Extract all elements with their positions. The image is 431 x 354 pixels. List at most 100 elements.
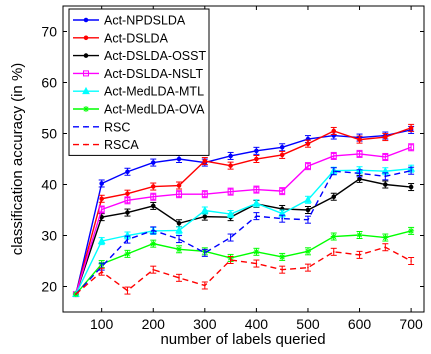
legend-item: Act-NPDSLDA [73,14,186,28]
legend-box [68,8,210,156]
data-point [331,194,337,200]
series-rsc [75,166,415,295]
data-point [175,226,183,234]
series-line [75,127,412,295]
data-point [382,234,389,241]
data-point [408,184,414,190]
data-point [252,199,261,207]
x-tick-label: 600 [348,316,372,332]
data-point [100,265,103,268]
series-line [75,178,412,295]
data-point [176,156,182,162]
legend-item: RSC [73,120,130,134]
data-point [357,176,362,182]
data-point [85,126,87,128]
data-point [97,236,106,245]
y-tick-label: 50 [41,126,57,142]
series-act-dslda-nslt [72,143,415,298]
data-point [201,191,208,198]
data-point [178,277,180,279]
legend-label: Act-MedLDA-MTL [104,85,204,99]
data-point [253,248,260,255]
y-axis-label: classification accuracy (in %) [9,63,26,256]
data-point [150,184,156,189]
data-point [307,266,309,269]
data-point [124,197,131,204]
data-point [228,163,233,168]
data-point [332,251,335,253]
data-point [125,169,130,175]
y-tick-label: 40 [41,177,57,193]
data-point [83,53,89,58]
legend-label: Act-MedLDA-OVA [104,103,205,117]
data-point [281,268,283,271]
data-point [383,134,388,140]
data-point [382,153,389,160]
data-point [150,203,156,209]
data-point [279,188,286,195]
data-point [176,246,183,253]
data-point [279,144,285,150]
legend: Act-NPDSLDA Act-DSLDA Act-DSLDA-OSST Act-DS… [68,8,210,156]
x-tick-label: 700 [399,316,423,332]
data-point [357,137,362,142]
data-point [99,181,104,186]
data-point [330,152,337,159]
series-line [75,146,412,295]
legend-label: Act-DSLDA [104,31,169,45]
data-point [358,172,361,175]
data-point [202,158,208,164]
legend-item: Act-DSLDA-NSLT [73,67,203,81]
data-point [202,214,208,219]
x-tick-label: 500 [296,316,320,332]
series-line [75,230,412,295]
data-point [307,218,309,221]
data-point [408,144,415,151]
data-point [254,156,259,162]
x-axis-label: number of labels queried [160,331,325,348]
data-point [83,106,89,112]
axis-ticks: 100 200 300 400 500 600 700 20 30 40 50 60 70 [41,6,424,332]
legend-item: Act-MedLDA-MTL [73,85,204,99]
legend-label: Act-DSLDA-OSST [104,49,206,63]
data-point [304,163,311,170]
legend-item: Act-DSLDA [73,31,169,45]
data-point [124,250,131,257]
legend-item: RSCA [73,138,139,152]
data-point [178,238,180,240]
data-point [152,229,155,232]
data-point [150,193,157,200]
data-point [408,125,414,131]
data-point [255,215,258,217]
series-line [75,167,412,295]
data-point [100,270,103,273]
data-point [99,196,104,202]
data-point [204,252,206,254]
legend-item: Act-DSLDA-OSST [73,49,206,63]
data-point [358,254,361,256]
series-group [72,123,415,298]
data-point [125,191,130,196]
data-point [85,143,87,146]
data-point [150,160,156,165]
data-point [229,259,232,261]
data-point [384,175,387,178]
data-point [356,231,363,238]
data-point [331,128,337,134]
data-point [176,220,182,226]
series-rsca [75,243,415,295]
data-point [152,268,155,271]
data-point [98,206,105,213]
legend-label: Act-NPDSLDA [104,14,186,28]
data-point [408,227,415,234]
data-point [226,209,235,217]
data-point [255,262,258,265]
data-point [304,195,312,203]
data-point [83,17,89,23]
legend-label: Act-DSLDA-NSLT [104,67,203,81]
data-point [279,253,286,260]
data-point [229,236,232,239]
series-line [75,246,412,295]
data-point [253,186,260,193]
